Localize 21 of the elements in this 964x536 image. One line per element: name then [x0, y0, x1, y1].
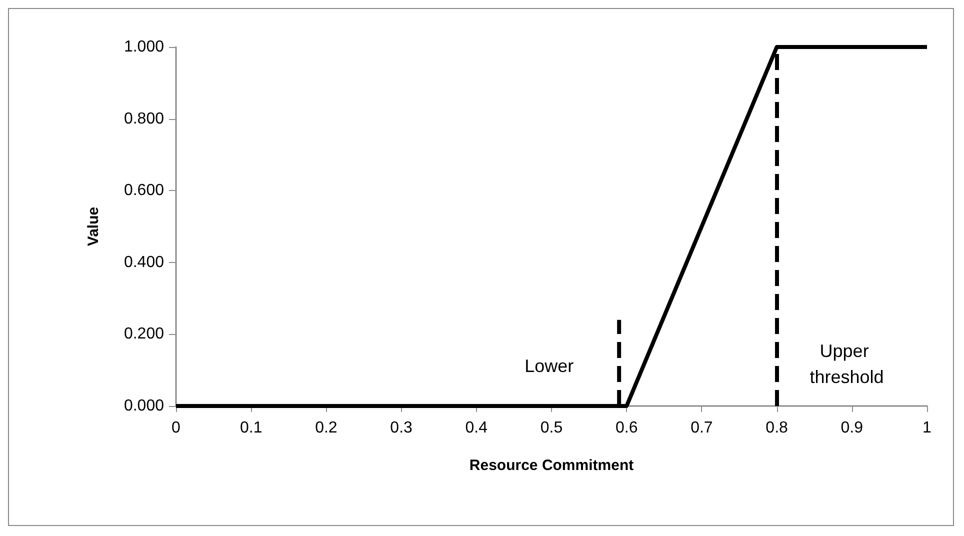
y-tick-label: 1.000 — [124, 38, 164, 56]
x-tick-label: 0.2 — [315, 420, 338, 436]
x-tick-label: 0.5 — [540, 420, 563, 436]
y-axis-title: Value — [85, 206, 102, 246]
y-tick-label: 0.400 — [124, 254, 164, 271]
x-tick-label: 0.1 — [240, 420, 262, 436]
y-tick-label: 0.600 — [124, 182, 164, 200]
x-tick-label: 0.8 — [766, 420, 788, 436]
x-tick-label: 0.6 — [615, 420, 638, 436]
y-tick-label: 0.000 — [124, 398, 164, 414]
x-axis-title: Resource Commitment — [469, 457, 634, 474]
text: Lower — [524, 356, 574, 376]
x-tick-label: 1 — [922, 420, 932, 436]
x-tick-label: 0.9 — [840, 420, 864, 436]
x-tick-label: 0.3 — [390, 420, 413, 436]
y-tick-label: 0.200 — [124, 326, 164, 343]
x-tick-label: 0 — [172, 420, 181, 436]
x-tick-label: 0.7 — [690, 420, 713, 436]
y-tick-label: 0.800 — [124, 110, 164, 128]
x-tick-label: 0.4 — [465, 420, 488, 436]
ref-line-label: Upper threshold — [810, 341, 884, 387]
